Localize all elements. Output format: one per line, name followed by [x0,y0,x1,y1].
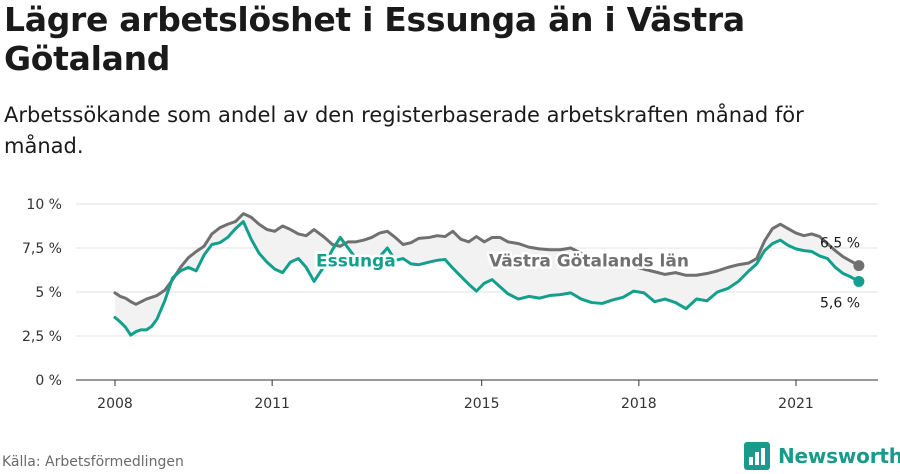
x-tick-label-4: 2021 [778,396,814,412]
chart-subtitle: Arbetssökande som andel av den registerb… [4,103,804,158]
x-tick-label-2: 2015 [464,396,500,412]
newsworthy-logo-icon [744,442,770,470]
y-tick-label-2: 5 % [35,285,62,301]
difference-area [115,213,859,336]
series-name-halo-0: Västra Götalands län [489,251,689,271]
x-tick-label-1: 2011 [254,396,290,412]
x-tick-label-0: 2008 [97,396,133,412]
series-end-point-1 [853,275,865,287]
line-chart: 0 % 2,5 % 5 % 7,5 % 10 % 2008 2011 2015 2018 2021… [22,197,878,412]
series-name-halo-1: Essunga [316,251,396,271]
y-tick-label-3: 7,5 % [22,241,62,257]
series-line-0 [113,212,861,306]
end-label-1: 5,6 % [820,295,860,311]
chart-title: Lägre arbetslöshet i Essunga än i Västra… [4,0,745,78]
x-tick-label-3: 2018 [621,396,657,412]
series-lines [113,212,865,337]
source-note: Källa: Arbetsförmedlingen [2,454,184,470]
difference-fill [115,213,859,336]
axes: 0 % 2,5 % 5 % 7,5 % 10 % 2008 2011 2015 2018 2021 [22,197,878,412]
series-name-label-0: Västra Götalands län [489,251,689,271]
series-line-1 [113,220,861,337]
end-label-0: 6,5 % [820,236,860,252]
brand-logo: Newsworthy [744,442,900,470]
series-name-label-1: Essunga [316,251,396,271]
y-tick-label-1: 2,5 % [22,329,62,345]
y-tick-label-4: 10 % [26,197,62,213]
y-tick-label-0: 0 % [35,373,62,389]
brand-name: Newsworthy [778,444,900,468]
series-end-point-0 [853,260,865,272]
